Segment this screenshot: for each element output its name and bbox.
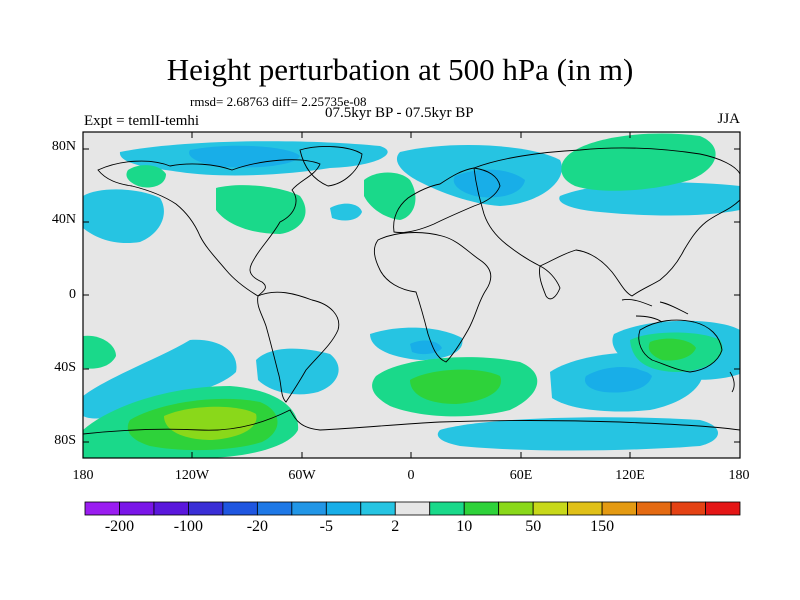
- contour-positive-alaska: [126, 165, 166, 188]
- colorbar-label-7: 150: [590, 518, 615, 535]
- colorbar: [84, 501, 741, 516]
- contour-negative-s-america: [256, 348, 339, 395]
- coast-greenland: [299, 146, 363, 187]
- contour-positive-antarctic-pacific-core: [164, 406, 257, 440]
- colorbar-box-8: [360, 501, 396, 516]
- coast-new-zealand: [729, 371, 735, 393]
- period-label: 07.5kyr BP - 07.5kyr BP: [325, 105, 474, 121]
- colorbar-box-18: [705, 501, 741, 516]
- coast-north-america: [97, 159, 321, 297]
- contour-negative-east-asia: [559, 182, 740, 216]
- colorbar-box-11: [463, 501, 500, 516]
- colorbar-box-7: [325, 501, 362, 516]
- colorbar-label-1: -100: [173, 518, 204, 535]
- contour-negative-s-atlantic-core: [410, 340, 442, 355]
- colorbar-box-3: [188, 501, 224, 516]
- colorbar-box-13: [532, 501, 569, 516]
- coast-europe: [393, 167, 501, 233]
- colorbar-box-4: [222, 501, 258, 516]
- lat-label-80n: 80N: [51, 139, 76, 154]
- axis-ticks: [83, 132, 740, 458]
- stats-line: rmsd= 2.68763 diff= 2.25735e-08: [190, 94, 367, 109]
- coast-antarctica: [83, 409, 740, 435]
- contour-negative-europe-core: [453, 169, 525, 198]
- contour-positive-siberia: [561, 133, 716, 191]
- lat-label-0: 0: [69, 287, 76, 302]
- experiment-label: Expt = temlI-temhi: [84, 113, 200, 129]
- coast-africa: [373, 232, 492, 363]
- contour-positive-australia-core: [648, 338, 696, 361]
- contour-negative-arctic-core: [189, 145, 300, 168]
- lon-label-60w: 60W: [288, 468, 316, 483]
- contour-negative-s-pacific-west: [83, 339, 237, 419]
- colorbar-box-10: [429, 501, 465, 516]
- colorbar-box-15: [601, 501, 637, 516]
- contour-negative-s-indian-core: [584, 367, 652, 393]
- lon-label-120e: 120E: [615, 468, 645, 483]
- coast-asia: [473, 147, 740, 297]
- colorbar-box-6: [291, 501, 327, 516]
- lat-label-80s: 80S: [54, 433, 76, 448]
- colorbar-label-5: 10: [456, 518, 473, 535]
- coast-south-america: [257, 291, 340, 403]
- contour-positive-s-atlantic-core: [410, 369, 502, 404]
- colorbar-label-6: 50: [525, 518, 542, 535]
- colorbar-box-0: [84, 501, 120, 516]
- colorbar-box-5: [256, 501, 293, 516]
- contour-fields: [83, 133, 740, 458]
- colorbar-box-12: [498, 501, 534, 516]
- colorbar-box-14: [567, 501, 603, 516]
- lon-label-0: 0: [407, 468, 415, 483]
- season-label: JJA: [717, 111, 740, 127]
- lon-label-180w: 180: [72, 468, 94, 483]
- colorbar-box-9: [394, 501, 431, 516]
- lat-label-40n: 40N: [51, 212, 76, 227]
- contour-negative-n-atlantic-small: [330, 203, 362, 221]
- colorbar-box-16: [636, 501, 672, 516]
- colorbar-label-2: -20: [246, 518, 269, 535]
- lon-label-180e: 180: [728, 468, 750, 483]
- colorbar-label-0: -200: [104, 518, 135, 535]
- colorbar-label-3: -5: [319, 518, 333, 535]
- colorbar-box-1: [119, 501, 155, 516]
- contour-positive-w-pacific-edge: [83, 335, 116, 369]
- contour-negative-antarctic-east: [437, 417, 718, 451]
- coast-australia: [638, 319, 723, 373]
- plot-title: Height perturbation at 500 hPa (in m): [166, 52, 634, 87]
- coast-se-asia-islands: [621, 299, 689, 323]
- lat-label-40s: 40S: [54, 360, 76, 375]
- contour-negative-north-pacific: [83, 189, 164, 244]
- colorbar-label-4: 2: [391, 518, 400, 535]
- coastlines: [83, 146, 740, 435]
- lon-label-120w: 120W: [174, 468, 210, 483]
- coast-india: [539, 265, 561, 300]
- lon-label-60e: 60E: [509, 468, 533, 483]
- contour-positive-scandinavia: [364, 172, 416, 220]
- colorbar-box-17: [670, 501, 706, 516]
- colorbar-box-2: [153, 501, 189, 516]
- contour-positive-n-america: [216, 185, 306, 234]
